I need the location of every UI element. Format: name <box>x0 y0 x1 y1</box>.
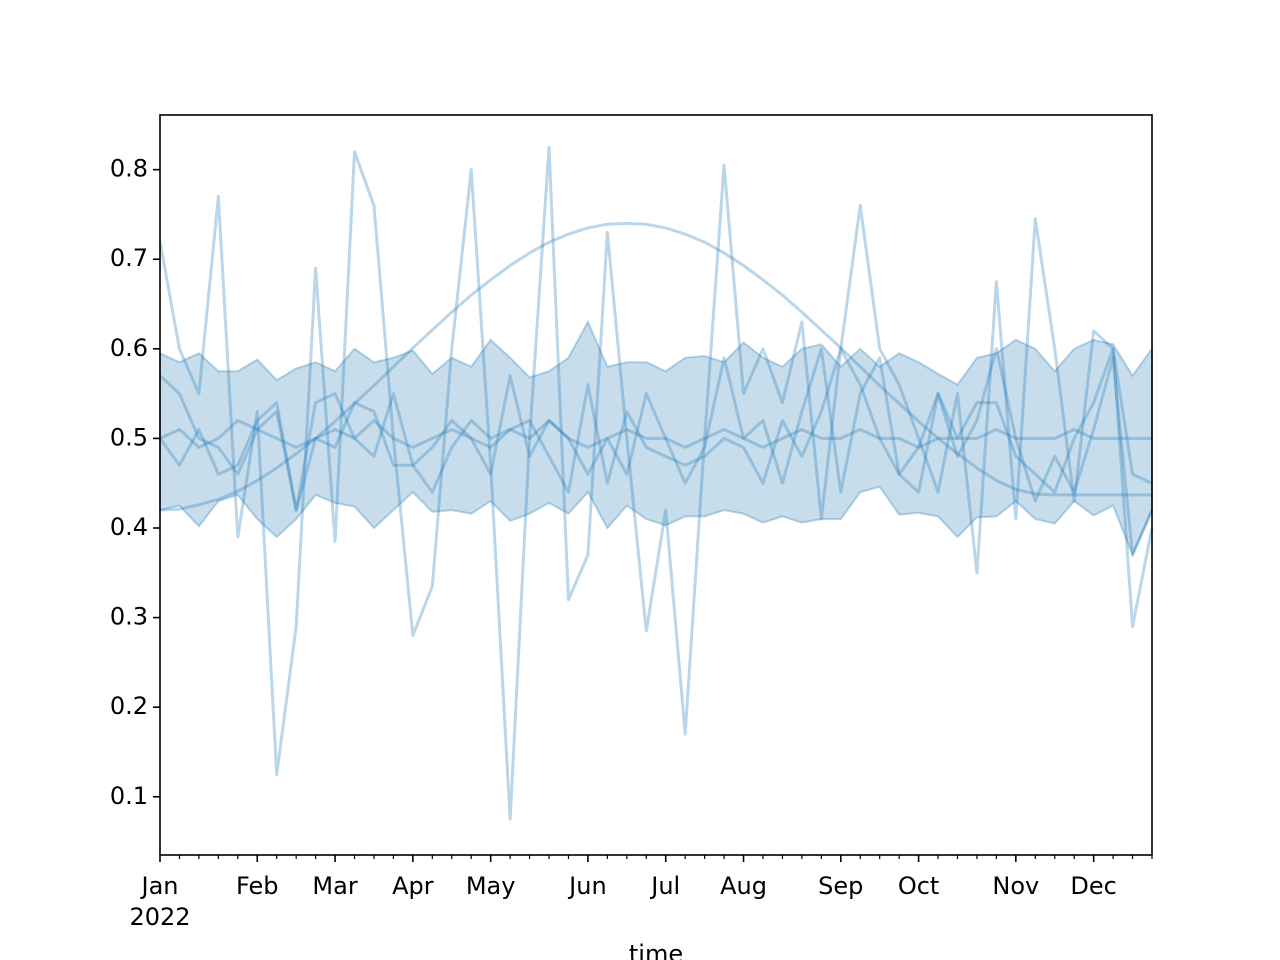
x-tick-label: Jul <box>649 872 680 900</box>
y-tick-label: 0.4 <box>110 513 148 541</box>
y-tick-label: 0.6 <box>110 334 148 362</box>
x-tick-label: May <box>466 872 516 900</box>
x-tick-label: Jun <box>567 872 607 900</box>
series-line <box>158 145 1154 821</box>
plot-frame <box>159 114 1153 856</box>
x-tick-label: Feb <box>236 872 279 900</box>
series-line <box>159 418 1152 449</box>
x-tick-label: Dec <box>1070 872 1116 900</box>
x-axis-label: time <box>629 940 683 960</box>
x-tick-label: Nov <box>992 872 1039 900</box>
x-tick-label: Mar <box>312 872 357 900</box>
x-tick-label: Sep <box>818 872 863 900</box>
x-sublabel: 2022 <box>129 903 190 931</box>
series-line <box>158 347 1154 557</box>
y-tick-label: 0.2 <box>110 692 148 720</box>
y-tick-label: 0.5 <box>110 423 148 451</box>
y-tick-label: 0.8 <box>110 155 148 183</box>
y-tick-label: 0.7 <box>110 244 148 272</box>
series-line <box>158 347 1153 512</box>
x-tick-label: Aug <box>720 872 767 900</box>
series-line <box>159 221 1152 512</box>
x-tick-label: Oct <box>898 872 940 900</box>
y-tick-label: 0.1 <box>110 782 148 810</box>
x-tick-label: Apr <box>392 872 434 900</box>
x-tick-label: Jan <box>140 872 179 900</box>
y-tick-label: 0.3 <box>110 603 148 631</box>
